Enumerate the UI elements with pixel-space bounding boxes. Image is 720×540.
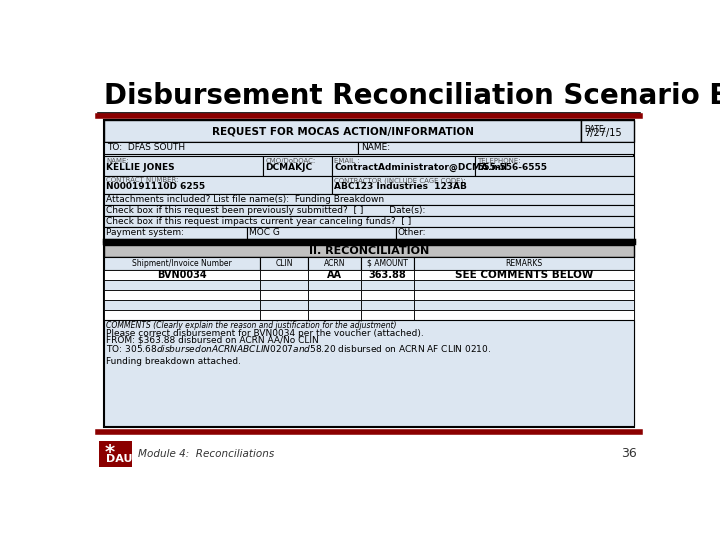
Text: TELEPHONE:: TELEPHONE: xyxy=(477,158,521,164)
FancyBboxPatch shape xyxy=(261,269,308,280)
Text: CMO/DoDOAC:: CMO/DoDOAC: xyxy=(265,158,315,164)
Text: CONTRACT NUMBER:: CONTRACT NUMBER: xyxy=(107,177,179,183)
Text: 555-556-6555: 555-556-6555 xyxy=(477,163,547,172)
FancyBboxPatch shape xyxy=(104,309,261,320)
Text: DAU: DAU xyxy=(107,454,132,464)
Text: AA: AA xyxy=(327,269,342,280)
Text: DCMAKJC: DCMAKJC xyxy=(265,163,312,172)
FancyBboxPatch shape xyxy=(261,300,308,309)
FancyBboxPatch shape xyxy=(104,320,634,426)
Text: Attachments included? List file name(s):  Funding Breakdown: Attachments included? List file name(s):… xyxy=(107,195,384,204)
Text: SEE COMMENTS BELOW: SEE COMMENTS BELOW xyxy=(455,269,593,280)
FancyBboxPatch shape xyxy=(104,257,261,269)
FancyBboxPatch shape xyxy=(104,269,261,280)
FancyBboxPatch shape xyxy=(361,269,414,280)
FancyBboxPatch shape xyxy=(104,176,332,194)
Text: Funding breakdown attached.: Funding breakdown attached. xyxy=(107,356,241,366)
Text: ABC123 Industries  123AB: ABC123 Industries 123AB xyxy=(334,182,467,191)
FancyBboxPatch shape xyxy=(261,309,308,320)
Text: 7/27/15: 7/27/15 xyxy=(585,128,622,138)
FancyBboxPatch shape xyxy=(104,300,261,309)
FancyBboxPatch shape xyxy=(414,289,634,300)
Text: Shipment/Invoice Number: Shipment/Invoice Number xyxy=(132,259,232,268)
Text: KELLIE JONES: KELLIE JONES xyxy=(107,163,175,172)
FancyBboxPatch shape xyxy=(395,226,634,239)
FancyBboxPatch shape xyxy=(104,156,263,176)
FancyBboxPatch shape xyxy=(104,205,634,215)
Text: NAME:: NAME: xyxy=(361,144,391,152)
FancyBboxPatch shape xyxy=(261,257,308,269)
Text: NAME:: NAME: xyxy=(107,158,129,164)
Text: ACRN: ACRN xyxy=(324,259,346,268)
Text: Payment system:: Payment system: xyxy=(107,228,184,237)
Text: Please correct disbursement for BVN0034 per the voucher (attached).: Please correct disbursement for BVN0034 … xyxy=(107,329,424,338)
Text: Other:: Other: xyxy=(398,228,426,237)
Text: N000191110D 6255: N000191110D 6255 xyxy=(107,182,205,191)
FancyBboxPatch shape xyxy=(308,269,361,280)
FancyBboxPatch shape xyxy=(308,309,361,320)
FancyBboxPatch shape xyxy=(361,309,414,320)
Text: FROM: $363.88 disbursed on ACRN AA/No CLIN: FROM: $363.88 disbursed on ACRN AA/No CL… xyxy=(107,336,319,345)
Text: BVN0034: BVN0034 xyxy=(158,269,207,280)
Text: II. RECONCILIATION: II. RECONCILIATION xyxy=(309,246,429,256)
FancyBboxPatch shape xyxy=(308,257,361,269)
FancyBboxPatch shape xyxy=(361,300,414,309)
Text: Disbursement Reconciliation Scenario Example, Cont.: Disbursement Reconciliation Scenario Exa… xyxy=(104,82,720,110)
Text: Module 4:  Reconciliations: Module 4: Reconciliations xyxy=(138,449,274,458)
FancyBboxPatch shape xyxy=(263,156,332,176)
Text: MOC G: MOC G xyxy=(249,228,280,237)
Text: TO:  DFAS SOUTH: TO: DFAS SOUTH xyxy=(107,144,185,152)
FancyBboxPatch shape xyxy=(361,280,414,289)
FancyBboxPatch shape xyxy=(361,257,414,269)
Text: ContractAdministrator@DCMA.mil: ContractAdministrator@DCMA.mil xyxy=(334,163,508,172)
Text: REMARKS: REMARKS xyxy=(505,259,543,268)
Text: EMAIL :: EMAIL : xyxy=(334,158,360,164)
FancyBboxPatch shape xyxy=(414,269,634,280)
FancyBboxPatch shape xyxy=(261,289,308,300)
FancyBboxPatch shape xyxy=(359,142,634,154)
Text: TO: $305.68 disbursed on ACRN AB CLIN 0207 and $58.20 disbursed on ACRN AF CLIN : TO: $305.68 disbursed on ACRN AB CLIN 02… xyxy=(107,343,492,354)
FancyBboxPatch shape xyxy=(414,300,634,309)
FancyBboxPatch shape xyxy=(261,280,308,289)
FancyBboxPatch shape xyxy=(104,226,247,239)
FancyBboxPatch shape xyxy=(332,156,475,176)
Text: $ AMOUNT: $ AMOUNT xyxy=(367,259,408,268)
Text: *: * xyxy=(104,443,114,462)
Text: DATE:: DATE: xyxy=(585,125,607,134)
FancyBboxPatch shape xyxy=(414,280,634,289)
FancyBboxPatch shape xyxy=(104,120,581,142)
FancyBboxPatch shape xyxy=(104,289,261,300)
Text: 36: 36 xyxy=(621,447,636,460)
Text: COMMENTS (Clearly explain the reason and justification for the adjustment): COMMENTS (Clearly explain the reason and… xyxy=(107,321,397,330)
Text: Check box if this request been previously submitted?  [ ]         Date(s):: Check box if this request been previousl… xyxy=(107,206,426,215)
Text: Check box if this request impacts current year canceling funds?  [ ]: Check box if this request impacts curren… xyxy=(107,217,412,226)
FancyBboxPatch shape xyxy=(308,289,361,300)
FancyBboxPatch shape xyxy=(99,441,132,467)
FancyBboxPatch shape xyxy=(581,120,634,142)
FancyBboxPatch shape xyxy=(104,142,359,154)
FancyBboxPatch shape xyxy=(475,156,634,176)
FancyBboxPatch shape xyxy=(104,245,634,257)
FancyBboxPatch shape xyxy=(361,289,414,300)
FancyBboxPatch shape xyxy=(308,300,361,309)
FancyBboxPatch shape xyxy=(104,120,634,427)
FancyBboxPatch shape xyxy=(332,176,634,194)
Text: CLIN: CLIN xyxy=(276,259,293,268)
FancyBboxPatch shape xyxy=(414,257,634,269)
FancyBboxPatch shape xyxy=(247,226,395,239)
FancyBboxPatch shape xyxy=(104,215,634,226)
FancyBboxPatch shape xyxy=(308,280,361,289)
FancyBboxPatch shape xyxy=(104,194,634,205)
Text: CONTRACTOR (INCLUDE CAGE CODE):: CONTRACTOR (INCLUDE CAGE CODE): xyxy=(334,177,466,184)
FancyBboxPatch shape xyxy=(104,280,261,289)
FancyBboxPatch shape xyxy=(414,309,634,320)
Text: 363.88: 363.88 xyxy=(369,269,406,280)
Text: REQUEST FOR MOCAS ACTION/INFORMATION: REQUEST FOR MOCAS ACTION/INFORMATION xyxy=(212,126,474,136)
